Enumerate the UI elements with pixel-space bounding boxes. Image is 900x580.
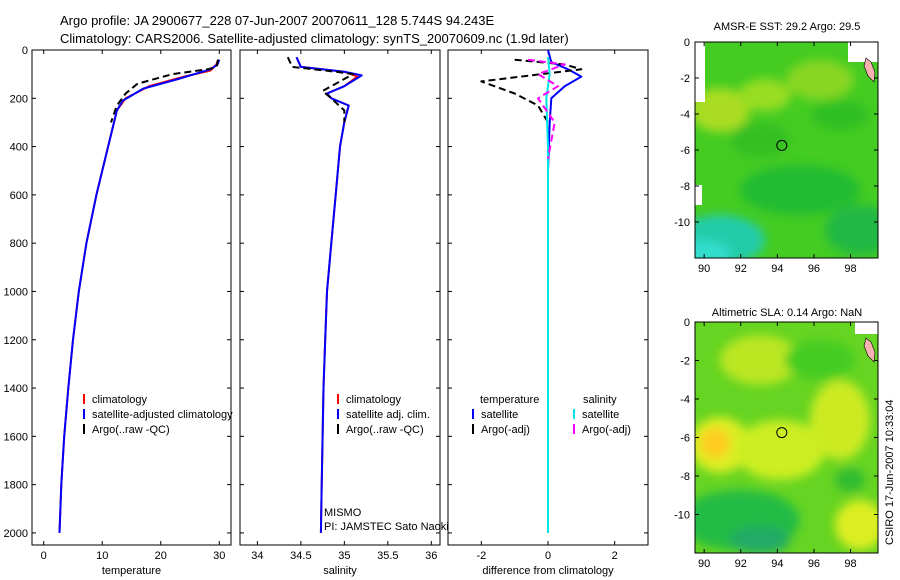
difference-legend-col1-title: temperature: [480, 394, 539, 406]
difference-xtick-label: 2: [612, 550, 618, 562]
sla_map-ytick-label: -6: [680, 433, 690, 445]
difference-legend-col2-title: salinity: [583, 394, 617, 406]
temperature-series-argo-raw-qc-: [110, 59, 220, 123]
sla-map-axes: 90 92 94 96 98 -10 -8 -6 -4 -2 0: [674, 317, 878, 570]
salinity-xtick-label: 35: [338, 550, 350, 562]
sst-map-axes: 90 92 94 96 98 -10 -8 -6 -4 -2 0: [674, 37, 878, 275]
temperature-xtick-label: 10: [96, 550, 108, 562]
difference-legend-col1-label: Argo(-adj): [481, 424, 530, 436]
temperature-xtick-label: 20: [155, 550, 167, 562]
difference-series-salinity-satellite: [545, 57, 551, 533]
sla_map-xtick-label: 92: [735, 558, 747, 570]
sst-texture: [695, 60, 878, 258]
difference-xtick-label: 0: [545, 550, 551, 562]
sst-map: AMSR-E SST: 29.2 Argo: 29.5 90 92 94 96 98 -1…: [674, 21, 879, 275]
temperature-xtick-label: 0: [41, 550, 47, 562]
temperature-ytick-label: 1800: [4, 480, 28, 492]
salinity-legend-label: Argo(..raw -QC): [346, 424, 424, 436]
temperature-legend-label: satellite-adjusted climatology: [92, 409, 233, 421]
difference-xtick-label: -2: [476, 550, 486, 562]
salinity-xtick-label: 36: [425, 550, 437, 562]
sst_map-xtick-label: 98: [844, 263, 856, 275]
sla_map-ytick-label: -2: [680, 356, 690, 368]
sla_map-xtick-label: 98: [844, 558, 856, 570]
temperature-series-satellite-adjusted-climatology: [58, 59, 221, 533]
sla-map: Altimetric SLA: 0.14 Argo: NaN 90 92 94 96 9…: [674, 307, 879, 570]
sla-argo-location-marker: [776, 427, 788, 439]
salinity-annotation-pi: PI: JAMSTEC Sato Naoki: [324, 521, 449, 533]
sst_map-ytick-label: 0: [684, 37, 690, 49]
salinity-series-argo-raw-qc-: [286, 56, 354, 123]
sst_map-ytick-label: -10: [674, 217, 690, 229]
difference-legend-col1-label: satellite: [481, 409, 518, 421]
sst-map-field: [695, 42, 878, 258]
salinity-frame: [239, 49, 441, 546]
difference-legend-col2-label: satellite: [582, 409, 619, 421]
sla-map-title: Altimetric SLA: 0.14 Argo: NaN: [712, 307, 862, 319]
temperature-xtick-label: 30: [213, 550, 225, 562]
temperature-ytick-label: 0: [22, 45, 28, 57]
credit-label: CSIRO 17-Jun-2007 10:33:04: [884, 399, 896, 545]
sst_map-xtick-label: 96: [808, 263, 820, 275]
salinity-annotation-project: MISMO: [324, 507, 362, 519]
sst_map-xtick-label: 90: [698, 263, 710, 275]
salinity-legend-label: climatology: [346, 394, 402, 406]
sst_map-xtick-label: 94: [771, 263, 783, 275]
temperature-ytick-label: 1400: [4, 383, 28, 395]
temperature-xlabel: temperature: [102, 565, 161, 577]
salinity-xtick-label: 35.5: [377, 550, 398, 562]
temperature-ytick-label: 1200: [4, 335, 28, 347]
sst_map-ytick-label: -4: [680, 109, 690, 121]
temperature-ytick-label: 1000: [4, 286, 28, 298]
sla-texture: [695, 335, 878, 553]
salinity-xtick-label: 34: [251, 550, 263, 562]
salinity-legend-label: satellite adj. clim.: [346, 409, 430, 421]
sla_map-xtick-label: 96: [808, 558, 820, 570]
sst_map-ytick-label: -8: [680, 181, 690, 193]
sla-map-field: [695, 322, 878, 553]
sst_map-xtick-label: 92: [735, 263, 747, 275]
salinity-chart: 34 34.5 35 35.5 36 salinity climatology satelli…: [239, 49, 449, 577]
temperature-ytick-label: 400: [10, 142, 28, 154]
temperature-ytick-label: 200: [10, 93, 28, 105]
salinity-xtick-label: 34.5: [290, 550, 311, 562]
sla_map-ytick-label: -4: [680, 394, 690, 406]
sla_map-ytick-label: -10: [674, 510, 690, 522]
difference-chart: -2 0 2 difference from climatology temperatu…: [447, 49, 649, 577]
difference-xlabel: difference from climatology: [482, 565, 614, 577]
temperature-ytick-label: 2000: [4, 528, 28, 540]
sst-map-title: AMSR-E SST: 29.2 Argo: 29.5: [714, 21, 861, 33]
temperature-ytick-label: 800: [10, 238, 28, 250]
temperature-ytick-label: 600: [10, 190, 28, 202]
temperature-ytick-label: 1600: [4, 431, 28, 443]
sla_map-ytick-label: 0: [684, 317, 690, 329]
temperature-legend-label: climatology: [92, 394, 148, 406]
title-line-2: Climatology: CARS2006. Satellite-adjuste…: [60, 31, 569, 46]
sla_map-xtick-label: 90: [698, 558, 710, 570]
title-line-1: Argo profile: JA 2900677_228 07-Jun-2007…: [60, 13, 495, 28]
sst_map-ytick-label: -6: [680, 145, 690, 157]
sla_map-xtick-label: 94: [771, 558, 783, 570]
sla_map-ytick-label: -8: [680, 471, 690, 483]
salinity-xlabel: salinity: [323, 565, 357, 577]
sst_map-ytick-label: -2: [680, 73, 690, 85]
temperature-frame: [31, 49, 232, 546]
temperature-legend-label: Argo(..raw -QC): [92, 424, 170, 436]
temperature-chart: 0 10 20 30 0 200 400 600 800 1000 1200 1400 1600 1800…: [4, 45, 234, 577]
sst-argo-location-marker: [776, 139, 788, 151]
difference-legend-col2-label: Argo(-adj): [582, 424, 631, 436]
salinity-series-satellite-adj-clim-: [295, 56, 363, 533]
difference-series-salinity-argo-adj-: [527, 58, 566, 159]
